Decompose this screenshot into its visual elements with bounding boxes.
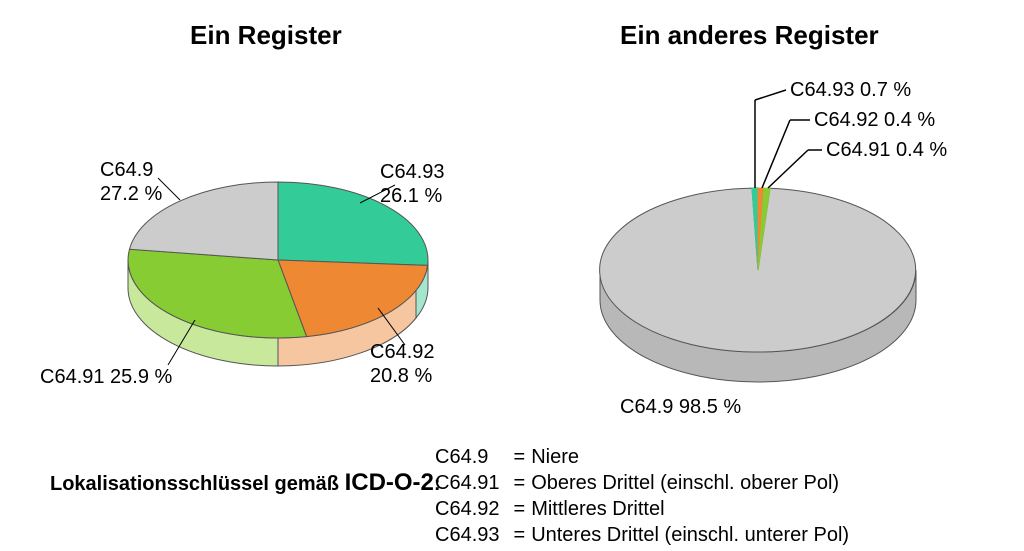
legend-desc: Mittleres Drittel <box>531 496 857 522</box>
legend-eq: = <box>508 496 532 522</box>
legend-code: C64.92 <box>435 496 508 522</box>
legend-row: C64.93 = Unteres Drittel (einschl. unter… <box>435 522 857 548</box>
legend-desc: Oberes Drittel (einschl. oberer Pol) <box>531 470 857 496</box>
legend-row: C64.91 = Oberes Drittel (einschl. oberer… <box>435 470 857 496</box>
legend-code: C64.9 <box>435 444 508 470</box>
legend-eq: = <box>508 444 532 470</box>
legend-intro-bold: ICD-O-2 <box>345 469 434 496</box>
legend-intro-prefix: Lokalisationsschlüssel gemäß <box>50 473 345 495</box>
legend-eq: = <box>508 470 532 496</box>
slice-label-right-2: C64.91 0.4 % <box>826 138 947 162</box>
legend-code: C64.91 <box>435 470 508 496</box>
slice-label-right-0: C64.93 0.7 % <box>790 78 911 102</box>
slice-label-right-1: C64.92 0.4 % <box>814 108 935 132</box>
legend-row: C64.92 = Mittleres Drittel <box>435 496 857 522</box>
legend-table: C64.9 = Niere C64.91 = Oberes Drittel (e… <box>435 444 857 548</box>
legend-code: C64.93 <box>435 522 508 548</box>
slice-label-right-3: C64.9 98.5 % <box>620 395 741 419</box>
legend-desc: Niere <box>531 444 857 470</box>
legend-row: C64.9 = Niere <box>435 444 857 470</box>
legend-intro: Lokalisationsschlüssel gemäß ICD-O-2: <box>50 470 441 497</box>
legend-eq: = <box>508 522 532 548</box>
legend-desc: Unteres Drittel (einschl. unterer Pol) <box>531 522 857 548</box>
